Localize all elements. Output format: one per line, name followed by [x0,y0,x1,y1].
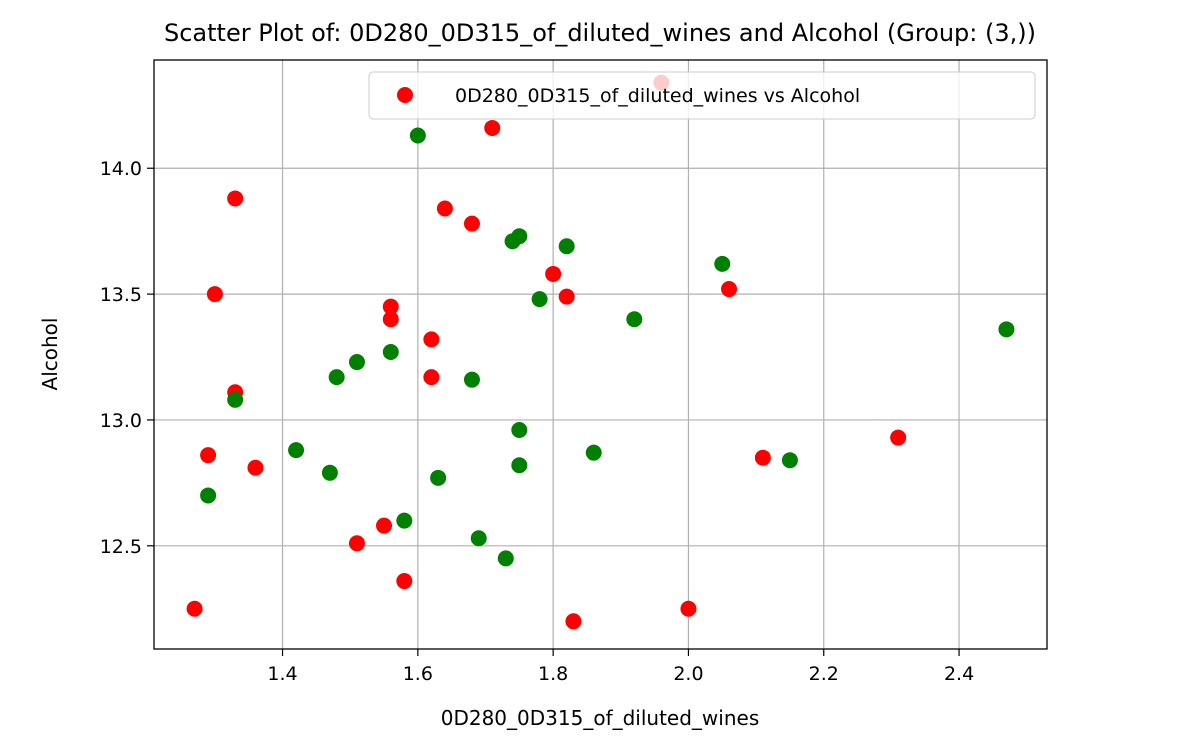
data-point [227,391,244,408]
y-axis-label: Alcohol [38,318,62,391]
data-point [382,311,399,328]
data-point [396,512,413,529]
x-tick-label: 1.4 [267,663,297,685]
data-point [754,449,771,466]
data-point [200,447,217,464]
legend-box [368,71,1036,120]
data-point [423,369,440,386]
data-point [558,238,575,255]
data-point [781,452,798,469]
grid [154,60,1047,649]
data-point [409,127,426,144]
y-tick-label: 14.0 [100,158,142,180]
data-point [714,255,731,272]
data-point [497,550,514,567]
x-tick-label: 2.2 [809,663,839,685]
data-point [998,321,1015,338]
data-point [470,530,487,547]
data-point [396,573,413,590]
data-point [348,535,365,552]
legend-marker [397,87,413,103]
x-tick-label: 2.0 [673,663,703,685]
data-point [484,119,501,136]
data-point [680,600,697,617]
y-tick-label: 13.0 [100,410,142,432]
data-point [436,200,453,217]
chart-title: Scatter Plot of: 0D280_0D315_of_diluted_… [164,19,1036,47]
data-point [511,228,528,245]
data-point [565,613,582,630]
data-point [382,298,399,315]
data-point [626,311,643,328]
x-tick-label: 1.6 [403,663,433,685]
data-point [200,487,217,504]
data-point [423,331,440,348]
data-point [585,444,602,461]
x-tick-label: 1.8 [538,663,568,685]
plot-frame [153,59,1048,650]
data-point [328,369,345,386]
legend: 0D280_0D315_of_diluted_wines vs Alcohol [368,71,1036,120]
data-point [430,469,447,486]
data-point [186,600,203,617]
data-point [463,215,480,232]
data-point [348,354,365,371]
data-point [321,464,338,481]
data-point [247,459,264,476]
x-axis-label: 0D280_0D315_of_diluted_wines [441,706,760,730]
data-point [288,442,305,459]
axis-ticks: 1.4 1.6 1.8 2.0 2.2 2.4 12.5 13.0 13.5 14.0 [100,158,974,685]
data-point [463,371,480,388]
y-tick-label: 13.5 [100,284,142,306]
data-point [890,429,907,446]
data-point [558,288,575,305]
data-point [545,265,562,282]
data-point [227,190,244,207]
data-point [721,281,738,298]
legend-label: 0D280_0D315_of_diluted_wines vs Alcohol [455,85,860,107]
data-point [511,457,528,474]
data-point [511,422,528,439]
x-tick-label: 2.4 [944,663,974,685]
data-point [382,343,399,360]
data-point [376,517,393,534]
y-tick-label: 12.5 [100,536,142,558]
data-point [531,291,548,308]
data-point [206,286,223,303]
